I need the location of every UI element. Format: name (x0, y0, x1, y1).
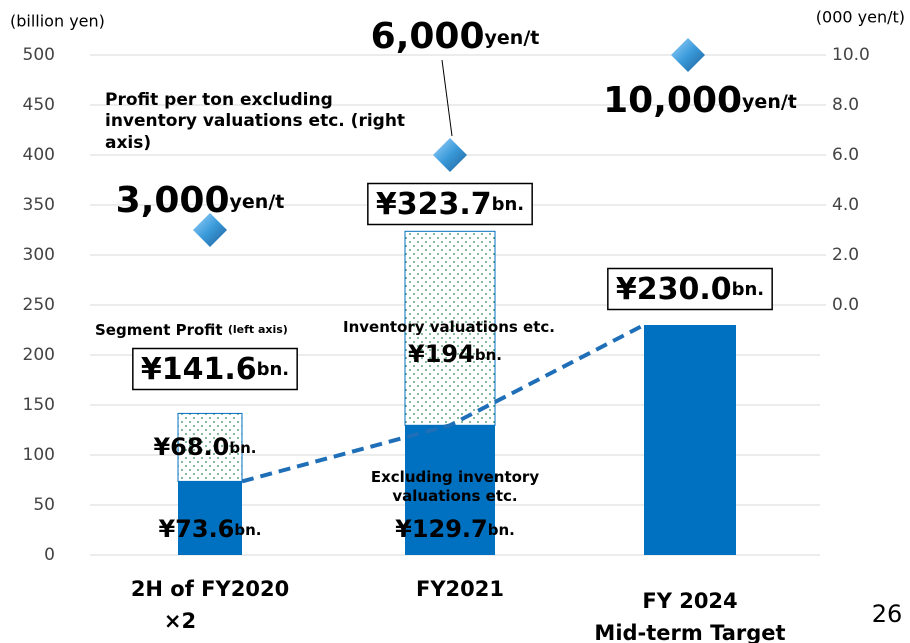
label-unit: yen/t (230, 191, 285, 213)
label-number: 10,000 (603, 80, 742, 121)
diamond-marker (433, 138, 467, 172)
y2-tick-label: 4.0 (832, 195, 859, 215)
y-axis-label: (billion yen) (10, 12, 105, 31)
total-box (607, 267, 773, 311)
segment-label-note: (left axis) (228, 323, 288, 336)
page-number: 26 (872, 600, 903, 628)
y-tick-label: 450 (23, 95, 55, 115)
label-number: ¥194 (408, 340, 475, 368)
label-unit: bn. (257, 359, 290, 380)
label-number: ¥230.0 (616, 272, 732, 307)
label-number: 3,000 (116, 180, 230, 221)
x-tick-line: Mid-term Target (594, 621, 785, 643)
y-tick-label: 300 (23, 245, 55, 265)
label-number: ¥323.7 (376, 187, 492, 222)
label-number: ¥73.6 (158, 515, 234, 543)
y-tick-label: 150 (23, 395, 55, 415)
segment-label-main: Segment Profit (95, 321, 223, 339)
y2-tick-label: 2.0 (832, 245, 859, 265)
per-ton-label: 3,000yen/t (116, 180, 285, 221)
y-tick-label: 200 (23, 345, 55, 365)
label-number: ¥68.0 (153, 433, 229, 461)
per-ton-label: 6,000yen/t (371, 16, 540, 57)
x-tick-label: 2H of FY2020 ×2 (131, 577, 289, 633)
x-tick-label: FY2021 (416, 577, 504, 601)
bar (178, 481, 242, 555)
y-tick-label: 0 (44, 545, 55, 565)
value-label: ¥73.6bn. (158, 515, 261, 543)
value-label: ¥68.0bn. (153, 433, 256, 461)
excluding-series-label: Excluding inventory valuations etc. (370, 468, 540, 505)
bar (644, 325, 736, 555)
total-label: ¥230.0bn. (616, 272, 764, 307)
trend-line (241, 323, 645, 484)
y-tick-label: 500 (23, 45, 55, 65)
label-unit: bn. (492, 194, 525, 215)
label-number: ¥141.6 (141, 352, 257, 387)
bar (405, 425, 495, 555)
total-box (367, 182, 533, 226)
label-unit: bn. (732, 279, 765, 300)
total-label: ¥323.7bn. (376, 187, 524, 222)
total-box (132, 347, 298, 391)
x-tick-line: ×2 (164, 609, 196, 633)
label-number: ¥129.7 (395, 515, 488, 543)
x-tick-line: 2H of FY2020 (131, 577, 289, 601)
y-tick-label: 400 (23, 145, 55, 165)
bar (404, 230, 496, 426)
x-tick-line: FY2021 (416, 577, 504, 601)
y2-tick-label: 8.0 (832, 95, 859, 115)
x-tick-line: FY 2024 (642, 589, 737, 613)
diamond-marker (671, 38, 705, 72)
y2-tick-label: 0.0 (832, 295, 859, 315)
y-tick-label: 250 (23, 295, 55, 315)
y2-axis-label: (000 yen/t) (816, 8, 905, 27)
per-ton-series-label: Profit per ton excluding inventory valua… (105, 90, 406, 153)
label-unit: bn. (488, 521, 515, 539)
diamond-marker (193, 213, 227, 247)
leader-line (441, 59, 453, 137)
y-tick-label: 100 (23, 445, 55, 465)
per-ton-label: 10,000yen/t (603, 80, 797, 121)
label-unit: bn. (234, 521, 261, 539)
y-tick-label: 350 (23, 195, 55, 215)
value-label: ¥129.7bn. (395, 515, 515, 543)
y2-tick-label: 10.0 (832, 45, 870, 65)
label-unit: yen/t (485, 27, 540, 49)
label-unit: bn. (475, 346, 502, 364)
label-unit: yen/t (742, 91, 797, 113)
segment-label: Segment Profit (left axis) (95, 321, 288, 339)
inventory-series-label: Inventory valuations etc. (343, 318, 555, 336)
x-tick-label: FY 2024 Mid-term Target (594, 589, 785, 643)
bar (177, 412, 243, 482)
y-tick-label: 50 (33, 495, 55, 515)
y2-tick-label: 6.0 (832, 145, 859, 165)
value-label: ¥194bn. (408, 340, 502, 368)
label-number: 6,000 (371, 16, 485, 57)
total-label: ¥141.6bn. (141, 352, 289, 387)
label-unit: bn. (229, 439, 256, 457)
